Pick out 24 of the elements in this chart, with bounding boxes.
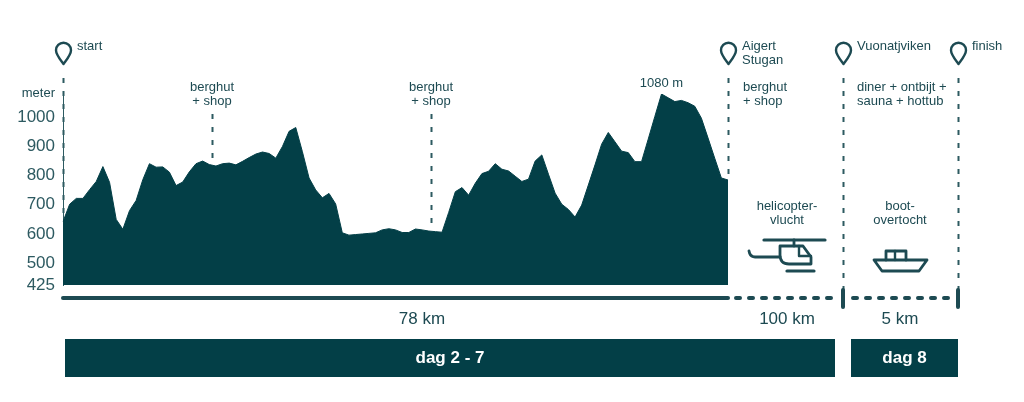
text: dag 8 — [882, 348, 927, 368]
text: boot- overtocht — [873, 198, 927, 228]
annotation: berghut + shop — [189, 79, 235, 109]
text: helicopter- vlucht — [756, 198, 818, 228]
text: 100 km — [759, 309, 815, 329]
annotation: berghut + shop — [408, 79, 454, 109]
text: diner + ontbijt + sauna + hottub — [857, 79, 947, 109]
y-tick-label: 900 — [26, 136, 55, 156]
y-axis-title: meter — [21, 85, 55, 101]
y-tick-label: 425 — [26, 274, 55, 294]
text: Aigert Stugan — [742, 38, 784, 68]
text: dag 2 - 7 — [415, 348, 485, 368]
text: 5 km — [881, 309, 919, 329]
data-label: 1080 m — [639, 75, 684, 91]
y-tick-label: 600 — [26, 223, 55, 243]
y-tick-label: 700 — [26, 194, 55, 214]
y-tick-label: 500 — [26, 252, 55, 272]
text: finish — [972, 38, 1003, 54]
text: 78 km — [398, 309, 446, 329]
y-tick-label: 800 — [26, 165, 55, 185]
text: start — [77, 38, 103, 54]
text: Vuonatjviken — [857, 38, 931, 54]
y-tick-label: 1000 — [17, 107, 55, 127]
text: berghut + shop — [743, 79, 788, 109]
